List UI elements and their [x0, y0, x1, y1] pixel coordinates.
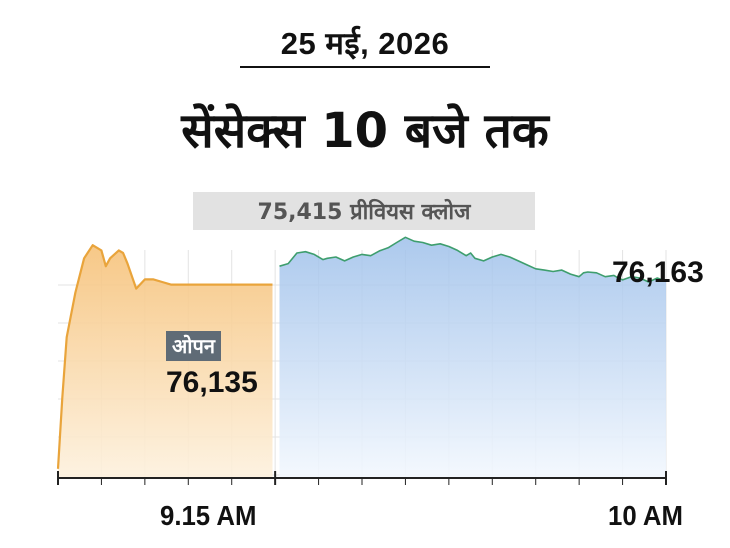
pre-open-line [56, 244, 273, 469]
x-tick-label-10: 10 AM [608, 500, 683, 531]
session-area [279, 237, 666, 478]
report-date: 25 मई, 2026 [280, 26, 450, 61]
open-value: 76,135 [166, 366, 258, 399]
session-line [279, 236, 667, 283]
previous-close-box: 75,415 प्रीवियस क्लोज [193, 192, 535, 230]
previous-close-label: 75,415 प्रीवियस क्लोज [257, 200, 471, 225]
chart-title: सेंसेक्स 10 बजे तक [181, 103, 549, 159]
x-tick-label-915: 9.15 AM [160, 500, 257, 531]
date-underline [240, 66, 490, 68]
chart-areas [56, 236, 667, 478]
close-value: 76,163 [612, 256, 704, 289]
x-axis [57, 471, 667, 485]
open-badge: ओपन [166, 331, 221, 361]
pre-open-area [58, 245, 273, 478]
